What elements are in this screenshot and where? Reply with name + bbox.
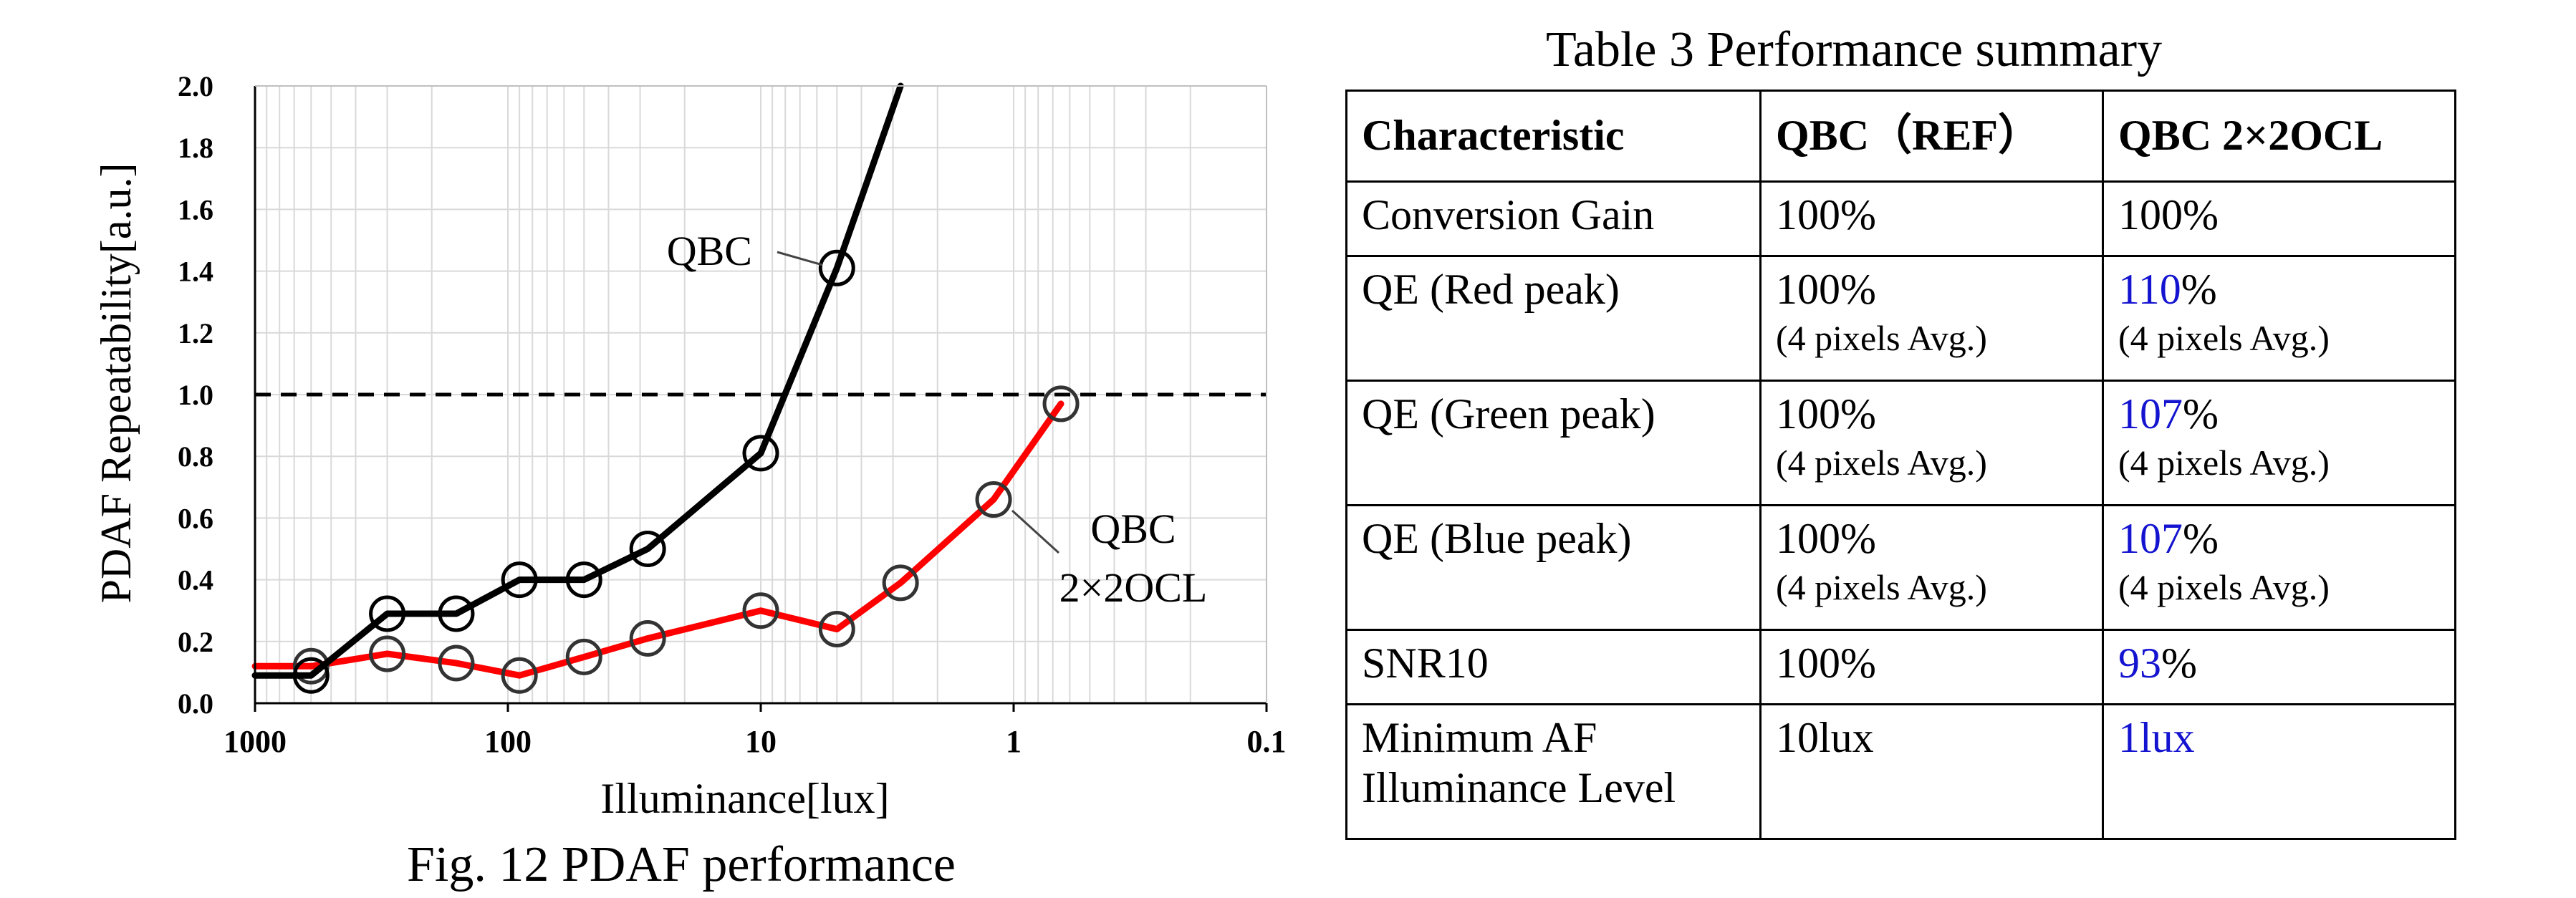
ocl-value-cell: 93%	[2102, 629, 2456, 705]
ref-value-cell: 100%	[1759, 629, 2104, 705]
table-row: QE (Red peak) 100% (4 pixels Avg.) 110% (4…	[1345, 255, 2456, 382]
ocl-value: 107	[2118, 515, 2183, 562]
series-label-qbc: QBC	[667, 228, 752, 274]
y-tick-label: 0.0	[178, 687, 213, 720]
data-point-qbc-2x2ocl	[565, 638, 602, 675]
ref-note: (4 pixels Avg.)	[1776, 318, 1987, 358]
ocl-suffix: %	[2161, 639, 2197, 687]
ref-value: 100%	[1776, 390, 1876, 438]
ref-value-cell: 100% (4 pixels Avg.)	[1759, 255, 2104, 382]
data-point-qbc	[565, 561, 602, 599]
ocl-value-cell: 107% (4 pixels Avg.)	[2102, 380, 2456, 506]
x-tick-label: 1	[1006, 724, 1022, 759]
characteristic-cell: QE (Green peak)	[1345, 380, 1762, 506]
ref-value-cell: 10lux	[1759, 703, 2104, 840]
ocl-value: 93	[2118, 639, 2161, 687]
ref-value-cell: 100%	[1759, 180, 2104, 257]
header-qbc-ref: QBC（REF）	[1759, 90, 2104, 183]
ocl-value: 107	[2118, 390, 2183, 438]
series-label-leader	[777, 251, 823, 266]
data-point-qbc	[501, 561, 538, 599]
series-line-qbc	[251, 82, 904, 679]
data-point-qbc-2x2ocl	[742, 592, 779, 629]
ocl-value-cell: 100%	[2102, 180, 2456, 257]
ocl-note: (4 pixels Avg.)	[2118, 318, 2330, 358]
ref-value-cell: 100% (4 pixels Avg.)	[1759, 380, 2104, 506]
y-tick-label: 0.8	[178, 440, 213, 473]
y-tick-label: 0.4	[178, 564, 213, 597]
ocl-value-cell: 110% (4 pixels Avg.)	[2102, 255, 2456, 382]
data-point-qbc	[292, 657, 330, 694]
x-tick-label: 1000	[224, 724, 287, 759]
ocl-value-cell: 107% (4 pixels Avg.)	[2102, 504, 2456, 631]
ocl-value: 1lux	[2118, 714, 2195, 761]
y-tick-label: 1.2	[178, 317, 213, 349]
data-point-qbc	[438, 595, 475, 632]
series-label-qbc-2x2ocl: QBC	[1090, 506, 1176, 552]
x-axis-title: Illuminance[lux]	[600, 775, 889, 822]
characteristic-cell: Minimum AF Illuminance Level	[1345, 703, 1762, 840]
characteristic-cell: SNR10	[1345, 629, 1762, 705]
ocl-suffix: %	[2183, 390, 2219, 438]
y-tick-label: 1.4	[178, 256, 213, 288]
ref-value-cell: 100% (4 pixels Avg.)	[1759, 504, 2104, 631]
ocl-value: 110	[2118, 266, 2181, 313]
characteristic-line: Illuminance Level	[1362, 764, 1676, 811]
characteristic-cell: QE (Red peak)	[1345, 255, 1762, 382]
series-line-qbc-2x2ocl	[251, 400, 1064, 679]
data-point-qbc	[742, 435, 779, 472]
data-point-qbc-2x2ocl	[1042, 385, 1080, 423]
performance-summary-table: Characteristic QBC（REF） QBC 2×2OCL Conve…	[1345, 90, 2456, 840]
y-axis-title: PDAF Repeatability[a.u.]	[92, 163, 140, 604]
data-point-qbc	[818, 249, 855, 286]
ocl-value-cell: 1lux	[2102, 703, 2456, 840]
table-header-row: Characteristic QBC（REF） QBC 2×2OCL	[1345, 90, 2456, 183]
characteristic-cell: Conversion Gain	[1345, 180, 1762, 257]
table-row: QE (Blue peak) 100% (4 pixels Avg.) 107% (…	[1345, 504, 2456, 631]
ref-value: 100%	[1776, 515, 1876, 562]
data-point-qbc	[369, 595, 406, 632]
table-title: Table 3 Performance summary	[1546, 22, 2163, 77]
ocl-note: (4 pixels Avg.)	[2118, 567, 2330, 607]
data-point-qbc-2x2ocl	[369, 635, 406, 672]
data-point-qbc-2x2ocl	[818, 611, 855, 648]
ocl-suffix: %	[2181, 266, 2217, 313]
x-tick-label: 0.1	[1247, 724, 1287, 759]
y-tick-label: 1.8	[178, 132, 213, 164]
y-tick-label: 1.6	[178, 193, 213, 226]
data-point-qbc-2x2ocl	[629, 619, 666, 657]
header-characteristic: Characteristic	[1345, 90, 1762, 183]
data-point-qbc-2x2ocl	[975, 481, 1012, 518]
ref-note: (4 pixels Avg.)	[1776, 567, 1987, 607]
ref-value: 100%	[1776, 266, 1876, 313]
pdaf-figure: 0.0 0.2 0.4 0.6 0.8 1.0 1.2 1.4 1.6 1.8 2.0 1000 10…	[92, 70, 1287, 892]
table-row: SNR10 100% 93%	[1345, 629, 2456, 705]
series-label-qbc-2x2ocl: 2×2OCL	[1059, 564, 1208, 611]
header-qbc-2x2ocl: QBC 2×2OCL	[2102, 90, 2456, 183]
pdaf-chart: 0.00.20.40.60.81.01.21.41.61.82.0 1000 10…	[92, 70, 1287, 822]
series-label-leader	[1011, 509, 1060, 554]
ocl-suffix: %	[2183, 515, 2219, 562]
x-tick-label: 10	[745, 724, 777, 759]
y-tick-label: 2.0	[178, 70, 213, 102]
characteristic-cell: QE (Blue peak)	[1345, 504, 1762, 631]
data-point-qbc-2x2ocl	[501, 657, 538, 694]
data-point-qbc-2x2ocl	[882, 564, 919, 602]
table-row: Minimum AF Illuminance Level 10lux 1lux	[1345, 703, 2456, 840]
ref-note: (4 pixels Avg.)	[1776, 443, 1987, 483]
characteristic-line: Minimum AF	[1362, 714, 1597, 761]
ocl-note: (4 pixels Avg.)	[2118, 443, 2330, 483]
data-point-qbc-2x2ocl	[438, 644, 475, 682]
data-point-qbc	[629, 531, 666, 567]
y-tick-label: 0.2	[178, 626, 213, 658]
y-tick-label: 0.6	[178, 502, 213, 534]
x-tick-label: 100	[484, 724, 532, 759]
table-row: Conversion Gain 100% 100%	[1345, 180, 2456, 257]
table-row: QE (Green peak) 100% (4 pixels Avg.) 107%…	[1345, 380, 2456, 506]
y-tick-label: 1.0	[178, 379, 213, 411]
figure-caption: Fig. 12 PDAF performance	[407, 837, 956, 892]
